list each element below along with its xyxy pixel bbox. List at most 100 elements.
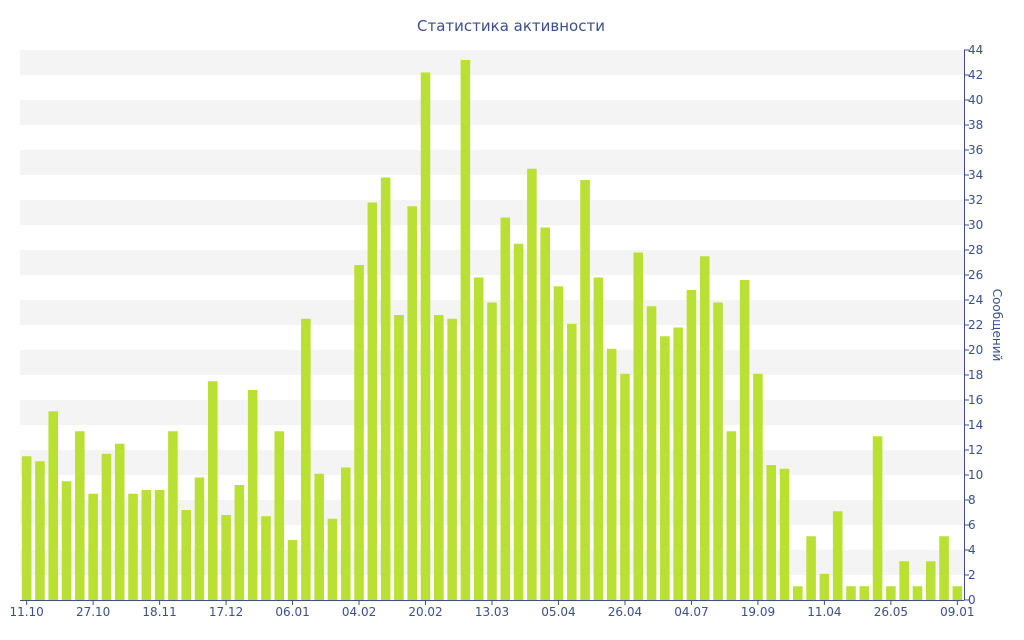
y-tick-label: 32 bbox=[968, 193, 983, 207]
bar bbox=[274, 431, 285, 600]
bar bbox=[447, 318, 457, 600]
bar bbox=[88, 493, 98, 600]
y-axis-label: Сообщений bbox=[990, 289, 1004, 362]
bar bbox=[606, 348, 617, 600]
bar bbox=[48, 411, 59, 600]
bar bbox=[527, 168, 537, 600]
x-tick-label: 26.05 bbox=[874, 605, 908, 619]
bar bbox=[646, 306, 657, 600]
bar bbox=[779, 468, 790, 600]
y-tick-label: 44 bbox=[968, 43, 983, 57]
y-tick-label: 42 bbox=[968, 68, 983, 82]
grid-band bbox=[20, 50, 964, 75]
y-tick-label: 6 bbox=[968, 518, 976, 532]
bar bbox=[340, 467, 351, 600]
bar bbox=[128, 493, 138, 600]
y-tick-label: 24 bbox=[968, 293, 983, 307]
bar bbox=[912, 586, 923, 600]
y-ticks-group: 0246810121416182022242628303234363840424… bbox=[964, 43, 983, 607]
x-tick-label: 11.10 bbox=[9, 605, 43, 619]
bar bbox=[261, 516, 271, 600]
y-tick-label: 14 bbox=[968, 418, 983, 432]
x-tick-label: 13.03 bbox=[475, 605, 509, 619]
grid-band bbox=[20, 200, 964, 225]
bar bbox=[513, 243, 524, 600]
bar bbox=[221, 515, 231, 600]
bar bbox=[407, 206, 418, 600]
bar bbox=[354, 265, 364, 600]
y-tick-label: 8 bbox=[968, 493, 976, 507]
bars-group bbox=[21, 60, 963, 600]
y-tick-label: 4 bbox=[968, 543, 976, 557]
bar bbox=[939, 536, 949, 600]
y-tick-label: 0 bbox=[968, 593, 976, 607]
bar bbox=[168, 431, 178, 600]
x-tick-label: 18.11 bbox=[142, 605, 176, 619]
y-tick-label: 22 bbox=[968, 318, 983, 332]
bar bbox=[713, 302, 723, 600]
bar bbox=[819, 573, 830, 600]
bar bbox=[886, 586, 896, 600]
bar bbox=[660, 336, 670, 600]
bar bbox=[380, 177, 391, 600]
x-tick-label: 09.01 bbox=[940, 605, 974, 619]
bar bbox=[420, 72, 431, 600]
bar bbox=[686, 290, 697, 600]
y-tick-label: 34 bbox=[968, 168, 983, 182]
bar bbox=[101, 453, 112, 600]
x-tick-label: 20.02 bbox=[408, 605, 442, 619]
bar bbox=[793, 586, 803, 600]
bar bbox=[234, 485, 245, 600]
bar bbox=[699, 256, 710, 600]
bar bbox=[247, 390, 258, 600]
bar bbox=[633, 252, 644, 600]
bar bbox=[952, 586, 963, 600]
y-tick-label: 20 bbox=[968, 343, 983, 357]
bar bbox=[208, 381, 218, 600]
y-tick-label: 12 bbox=[968, 443, 983, 457]
y-tick-label: 40 bbox=[968, 93, 983, 107]
bar bbox=[832, 511, 843, 600]
bar bbox=[21, 456, 32, 600]
y-tick-label: 2 bbox=[968, 568, 976, 582]
bar bbox=[553, 286, 564, 600]
x-tick-label: 26.04 bbox=[608, 605, 642, 619]
bar bbox=[141, 490, 152, 600]
bar bbox=[899, 561, 909, 600]
bar bbox=[287, 540, 298, 600]
bar bbox=[75, 431, 85, 600]
bar bbox=[460, 60, 471, 600]
x-tick-label: 06.01 bbox=[275, 605, 309, 619]
bar bbox=[726, 431, 737, 600]
bar bbox=[673, 327, 683, 600]
bar bbox=[61, 481, 72, 600]
bar bbox=[580, 180, 590, 600]
grid-band bbox=[20, 100, 964, 125]
y-tick-label: 10 bbox=[968, 468, 983, 482]
bar bbox=[872, 436, 883, 600]
bar bbox=[540, 227, 550, 600]
bar bbox=[806, 536, 816, 600]
bar bbox=[846, 586, 856, 600]
x-tick-label: 17.12 bbox=[209, 605, 243, 619]
bar bbox=[487, 302, 497, 600]
bar bbox=[473, 277, 484, 600]
bar bbox=[739, 280, 750, 600]
bar bbox=[327, 518, 338, 600]
x-ticks-group: 11.10 27.10 18.11 17.12 06.01 04.02 20.02 13.03… bbox=[9, 600, 975, 619]
bar bbox=[620, 373, 630, 600]
bar bbox=[925, 561, 936, 600]
bar bbox=[593, 277, 604, 600]
x-tick-label: 04.02 bbox=[342, 605, 376, 619]
y-tick-label: 18 bbox=[968, 368, 983, 382]
x-tick-label: 04.07 bbox=[674, 605, 708, 619]
x-tick-label: 05.04 bbox=[541, 605, 575, 619]
grid-band bbox=[20, 250, 964, 275]
bar bbox=[35, 461, 45, 600]
bar bbox=[181, 510, 191, 600]
y-tick-label: 38 bbox=[968, 118, 983, 132]
x-tick-label: 11.04 bbox=[807, 605, 841, 619]
x-tick-label: 19.09 bbox=[741, 605, 775, 619]
y-tick-label: 36 bbox=[968, 143, 983, 157]
